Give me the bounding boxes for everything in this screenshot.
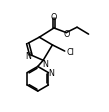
Text: N: N — [42, 59, 48, 68]
Text: N: N — [48, 69, 54, 77]
Text: O: O — [64, 30, 70, 39]
Text: O: O — [51, 13, 57, 22]
Text: N: N — [25, 52, 31, 61]
Text: Cl: Cl — [66, 48, 74, 57]
